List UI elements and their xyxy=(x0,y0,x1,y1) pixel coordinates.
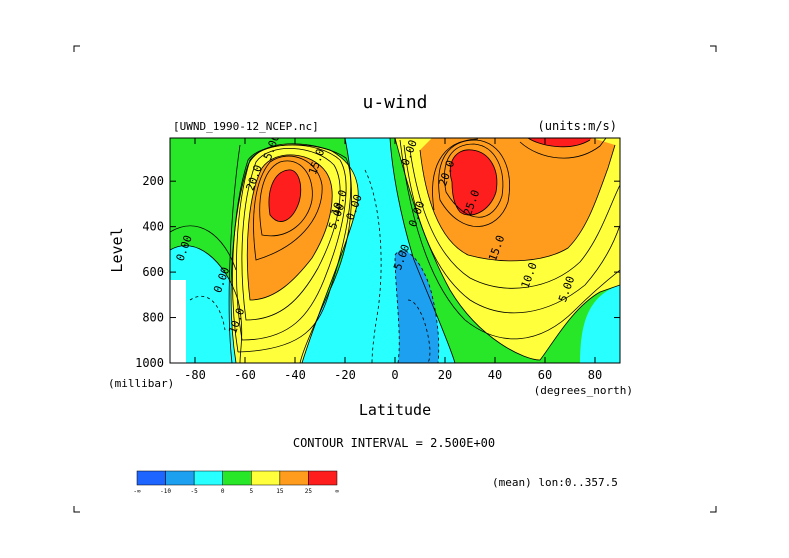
colorbar-tick-label: -5 xyxy=(191,488,199,495)
x-tick-label: -80 xyxy=(184,368,206,382)
colorbar-tick-label: ∞ xyxy=(335,488,339,495)
colorbar-tick-label: 0 xyxy=(221,488,225,495)
colorbar-tick-label: -10 xyxy=(160,488,171,495)
colorbar-tick-label: 15 xyxy=(276,488,284,495)
colorbar-tick-label: 5 xyxy=(249,488,253,495)
x-tick-label: -20 xyxy=(334,368,356,382)
nj-polar-band-25-plus xyxy=(528,138,592,147)
nj-band-25-plus xyxy=(450,149,497,216)
y-tick-label: 1000 xyxy=(135,356,164,370)
chart-title: u-wind xyxy=(362,92,427,113)
band-neg5-to-0-south xyxy=(170,245,242,363)
x-tick-label: 80 xyxy=(588,368,602,382)
contour-lines xyxy=(170,138,620,363)
negative-contour-lines xyxy=(189,169,440,363)
x-tick-label: 0 xyxy=(391,368,398,382)
y-tick-label: 800 xyxy=(142,311,164,325)
colorbar-swatch xyxy=(136,470,166,486)
x-tick-label: 20 xyxy=(438,368,452,382)
sj-band-15-to-25 xyxy=(247,154,333,300)
y-axis: 200 400 600 800 1000 xyxy=(135,174,620,370)
colorbar-tick-label: -∞ xyxy=(133,488,141,495)
colorbar: -∞ -10 -5 0 5 15 25 ∞ xyxy=(133,470,339,495)
corner-marks xyxy=(73,45,717,513)
x-tick-label: 40 xyxy=(488,368,502,382)
colorbar-swatch xyxy=(308,470,338,486)
x-axis-label: Latitude xyxy=(359,401,431,419)
y-tick-label: 600 xyxy=(142,265,164,279)
colorbar-swatch xyxy=(279,470,309,486)
x-axis-unit: (degrees_north) xyxy=(534,384,633,397)
missing-data-patch xyxy=(170,280,186,363)
colorbar-swatch xyxy=(222,470,252,486)
band-neg5-to-0-north xyxy=(580,285,620,363)
colorbar-swatch xyxy=(165,470,195,486)
colorbar-tick-label: 25 xyxy=(305,488,313,495)
x-axis: -80 -60 -40 -20 0 20 40 60 80 xyxy=(184,138,602,382)
plot-area: 5.0020.015.010.05.000.000.000.0010.00.00… xyxy=(170,138,620,363)
x-tick-label: 60 xyxy=(538,368,552,382)
y-axis-unit: (millibar) xyxy=(108,377,174,390)
y-tick-label: 400 xyxy=(142,220,164,234)
x-tick-label: -60 xyxy=(234,368,256,382)
dataset-label: [UWND_1990-12_NCEP.nc] xyxy=(173,120,319,133)
y-tick-label: 200 xyxy=(142,174,164,188)
y-axis-label: Level xyxy=(108,227,126,272)
colorbar-swatch xyxy=(193,470,223,486)
units-label: (units:m/s) xyxy=(538,119,617,133)
x-tick-label: -40 xyxy=(284,368,306,382)
contour-interval-note: CONTOUR INTERVAL = 2.500E+00 xyxy=(293,436,495,450)
mean-longitude-note: (mean) lon:0..357.5 xyxy=(492,476,618,489)
sj-band-25-plus xyxy=(268,169,301,222)
colorbar-swatch xyxy=(251,470,281,486)
